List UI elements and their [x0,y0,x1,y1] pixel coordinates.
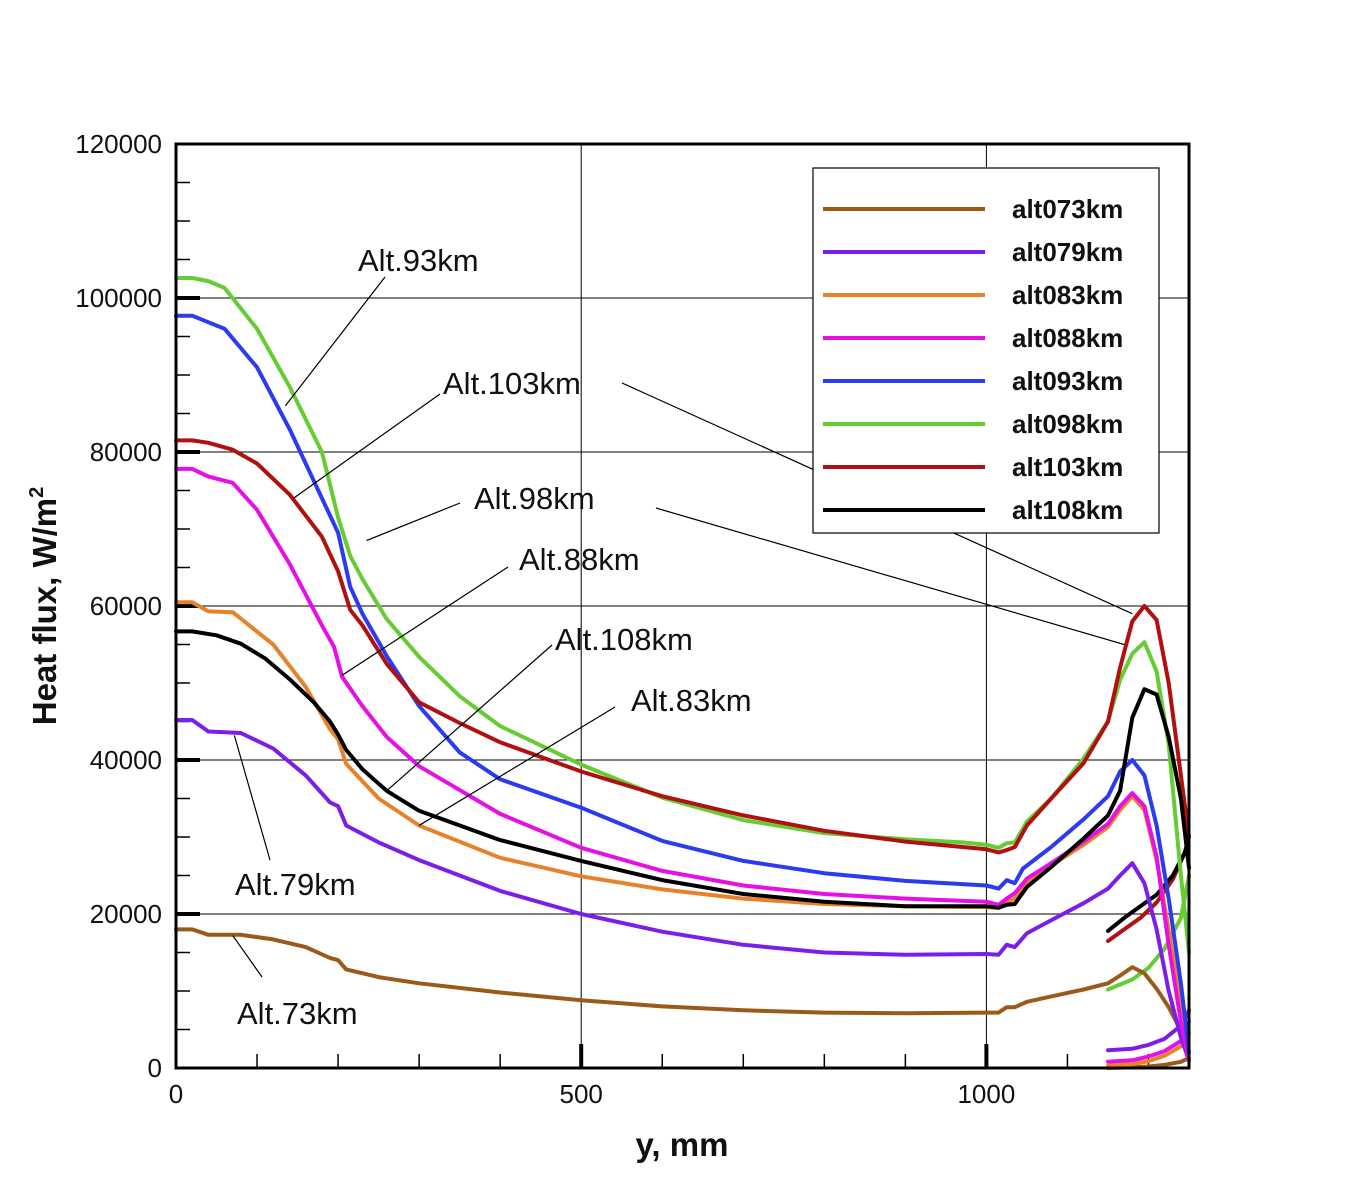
annotation-leader-line [293,393,441,499]
x-tick-label: 500 [560,1079,603,1109]
series-line-alt108km-inner [1106,835,1191,933]
annotation-label: Alt.103km [443,366,581,401]
annotation-leader-line [233,735,271,861]
y-tick-label: 60000 [90,591,162,621]
y-tick-label: 100000 [75,283,162,313]
y-axis-title-main: Heat flux, W/m [26,498,63,725]
y-tick-label: 20000 [90,899,162,929]
legend-label: alt103km [1012,452,1123,482]
annotation-leader-line [366,502,461,542]
series-line-alt098km-inner [1106,873,1191,992]
plot-frame [174,142,1191,1070]
annotation-label: Alt.73km [237,996,358,1031]
legend-label: alt108km [1012,495,1123,525]
annotation-leader-line [386,644,553,792]
tick-labels: 0 20000 40000 60000 80000 100000 120000 0 500 100… [75,129,1015,1109]
series-line-alt079km [174,718,1191,1063]
y-axis-title-sup: 2 [26,487,48,498]
y-tick-label: 120000 [75,129,162,159]
y-tick-label: 80000 [90,437,162,467]
annotation-label: Alt.79km [235,867,356,902]
legend-label: alt083km [1012,280,1123,310]
annotation-label: Alt.93km [358,243,479,278]
annotation-label: Alt.108km [555,622,693,657]
annotation-label: Alt.88km [519,542,640,577]
series-line-alt093km [174,313,1191,1055]
legend-label: alt073km [1012,194,1123,224]
series-line-alt103km [174,438,1191,855]
annotation-leader-line [418,706,616,826]
x-axis-title: y, mm [636,1126,729,1163]
legend-box [812,167,1160,534]
series-line-alt108km [174,629,1191,910]
legend-label: alt079km [1012,237,1123,267]
y-tick-label: 40000 [90,745,162,775]
legend-label: alt093km [1012,366,1123,396]
annotation-leader-line [232,935,263,978]
legend: alt073km alt079km alt083km alt088km alt093km… [812,167,1160,534]
series-line-alt073km [174,927,1191,1063]
y-axis-title: Heat flux, W/m2 [26,487,63,725]
annotation-leader-line [284,276,386,407]
x-tick-label: 0 [169,1079,183,1109]
y-tick-label: 0 [148,1053,162,1083]
x-tick-label: 1000 [957,1079,1015,1109]
annotation-label: Alt.98km [474,481,595,516]
series-lines [174,276,1191,1070]
series-line-alt088km [174,466,1191,1063]
legend-label: alt098km [1012,409,1123,439]
series-line-alt098km [174,276,1191,955]
series-line-alt083km [174,600,1191,1063]
legend-label: alt088km [1012,323,1123,353]
minor-ticks [176,181,1150,1068]
annotation-leader-line [655,507,1125,646]
annotation-leader-line [341,566,509,676]
annotation-label: Alt.83km [631,683,752,718]
